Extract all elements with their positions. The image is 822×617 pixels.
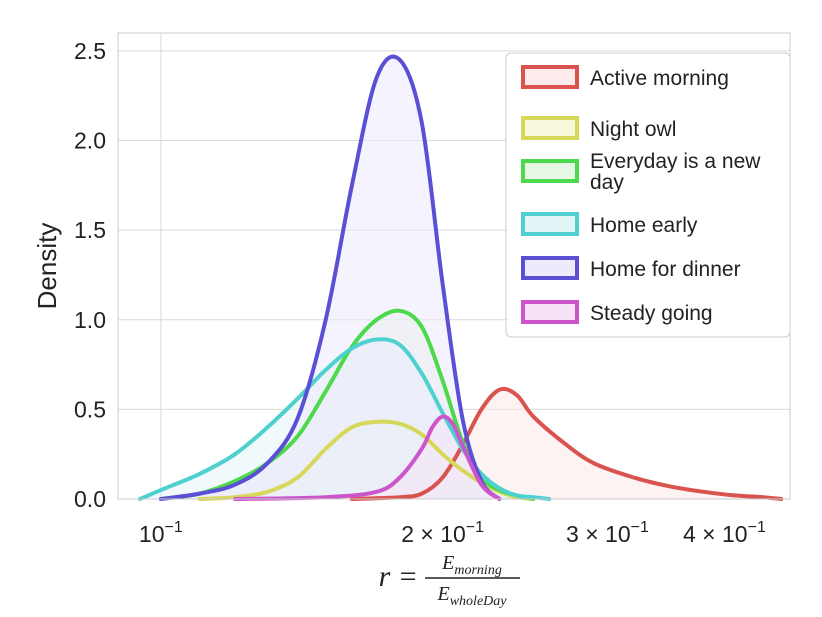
legend-label: Night owl: [590, 118, 676, 141]
line-everyday-is-a-new-day: [158, 308, 536, 501]
legend-label: Home for dinner: [590, 258, 741, 281]
x-tick-labels: 10−1 2 × 10−1 3 × 10−1 4 × 10−1: [139, 519, 766, 547]
x-tick-label: 2 × 10−1: [401, 519, 484, 547]
y-tick-label: 1.5: [74, 217, 106, 243]
area-steady-going: [234, 416, 500, 499]
legend-item-home-early: Home early: [521, 212, 698, 237]
legend-item-active-morning: Active morning: [521, 65, 729, 90]
legend-label: Home early: [590, 214, 698, 237]
x-axis-label: r = Emorning EwholeDay: [379, 552, 520, 609]
legend-item-everyday-is-a-new-day: Everyday is a new day: [521, 150, 761, 194]
legend-label: Active morning: [590, 67, 729, 90]
legend-swatch: [521, 300, 579, 324]
legend-swatch: [521, 116, 579, 140]
line-home-early: [137, 337, 552, 501]
y-tick-label: 0.0: [74, 486, 106, 512]
legend: Active morning Night owl Everyday is a new…: [505, 52, 791, 338]
grid-lines: [118, 33, 790, 500]
line-home-for-dinner: [158, 54, 502, 501]
x-tick-label: 10−1: [139, 519, 183, 547]
x-label-lhs: r =: [379, 560, 418, 593]
line-steady-going: [232, 414, 502, 501]
legend-swatch: [521, 159, 579, 183]
area-home-for-dinner: [160, 56, 500, 499]
x-tick-label: 4 × 10−1: [683, 519, 766, 547]
legend-item-steady-going: Steady going: [521, 300, 713, 325]
legend-swatch: [521, 256, 579, 280]
y-tick-label: 0.5: [74, 396, 106, 422]
y-tick-label: 2.0: [74, 128, 106, 154]
legend-item-home-for-dinner: Home for dinner: [521, 256, 741, 281]
legend-swatch: [521, 65, 579, 89]
line-active-morning: [349, 386, 784, 501]
y-tick-label: 2.5: [74, 38, 106, 64]
legend-label: Everyday is a new day: [590, 150, 761, 194]
x-label-numerator: Emorning: [441, 552, 502, 578]
y-tick-labels: 0.0 0.5 1.0 1.5 2.0 2.5: [74, 38, 106, 512]
x-label-denominator: EwholeDay: [437, 583, 508, 609]
y-axis-label: Density: [32, 223, 62, 310]
legend-swatch: [521, 212, 579, 236]
legend-label: Steady going: [590, 302, 713, 325]
legend-box: [505, 52, 791, 338]
x-tick-label: 3 × 10−1: [566, 519, 649, 547]
density-lines: [137, 54, 784, 501]
legend-item-night-owl: Night owl: [521, 116, 676, 141]
y-tick-label: 1.0: [74, 307, 106, 333]
